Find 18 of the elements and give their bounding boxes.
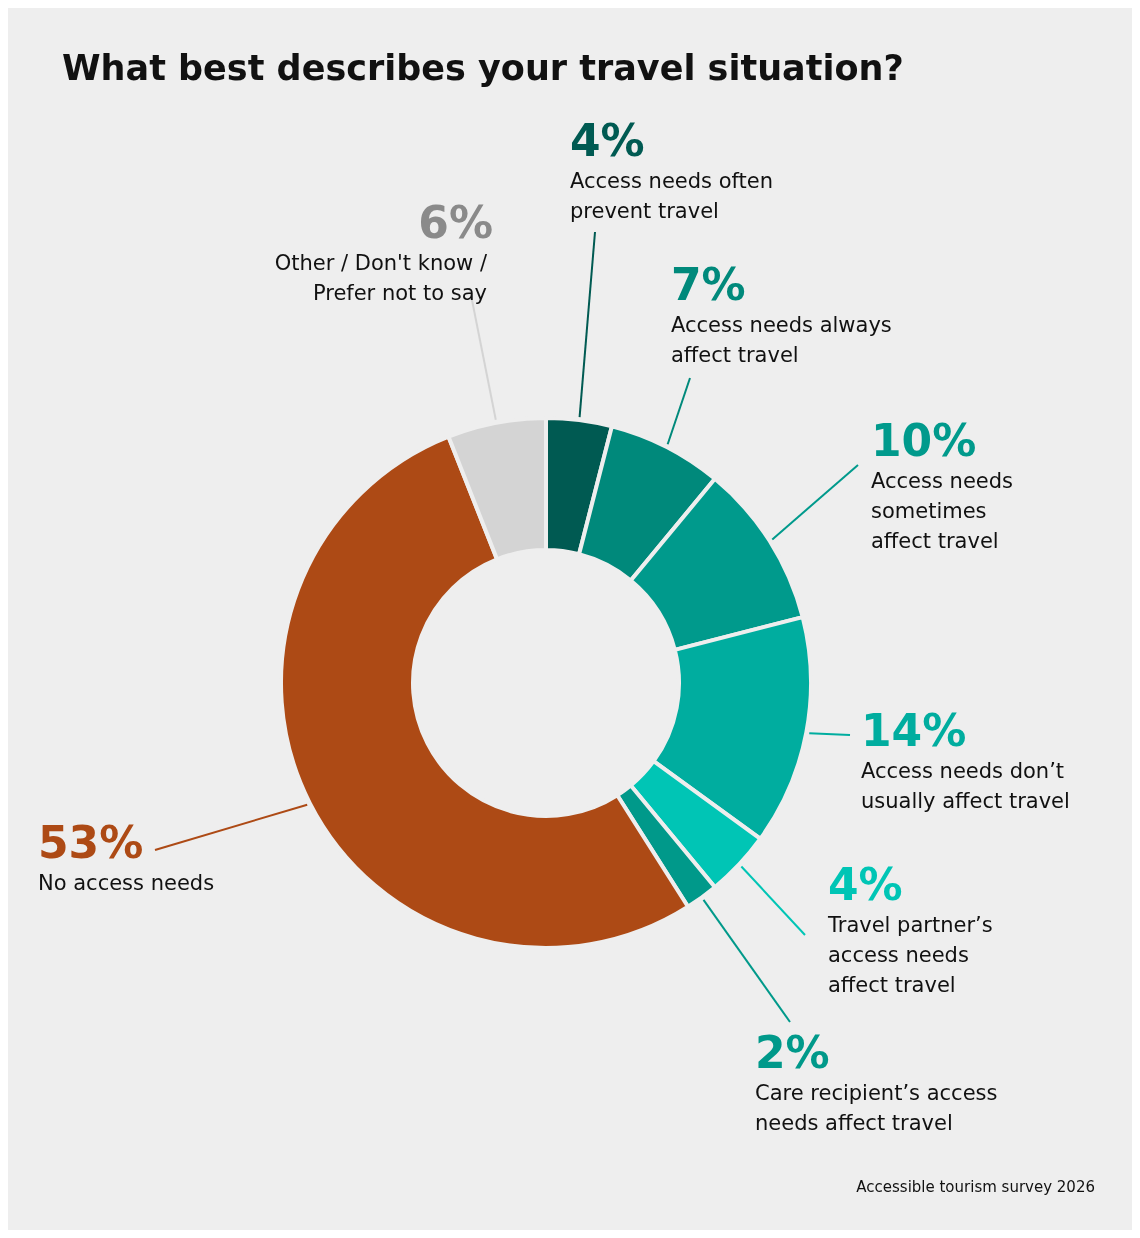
data-label: 4% [828, 859, 903, 910]
slice-label: Care recipient’s access needs affect travel [755, 1081, 998, 1135]
slice-label: Access needs don’t usually affect travel [861, 759, 1070, 813]
slice-label: Other / Don't know / Prefer not to say [274, 251, 488, 305]
data-label: 10% [871, 415, 977, 466]
data-label: 6% [418, 197, 493, 248]
slice-label: Travel partner’s access needs affect travel [827, 913, 993, 997]
chart-title: What best describes your travel situation? [62, 48, 904, 88]
data-label: 4% [570, 115, 645, 166]
data-label: 2% [755, 1027, 830, 1078]
text: Accessible tourism survey 2026 [856, 1178, 1095, 1196]
slice-label: Access needs often prevent travel [570, 169, 773, 223]
data-label: 7% [671, 259, 746, 310]
slice-label: No access needs [38, 871, 215, 895]
data-label: 14% [861, 705, 967, 756]
slice-label: Access needs always affect travel [671, 313, 892, 367]
slice-label: Access needs sometimes affect travel [871, 469, 1013, 553]
data-label: 53% [38, 817, 144, 868]
